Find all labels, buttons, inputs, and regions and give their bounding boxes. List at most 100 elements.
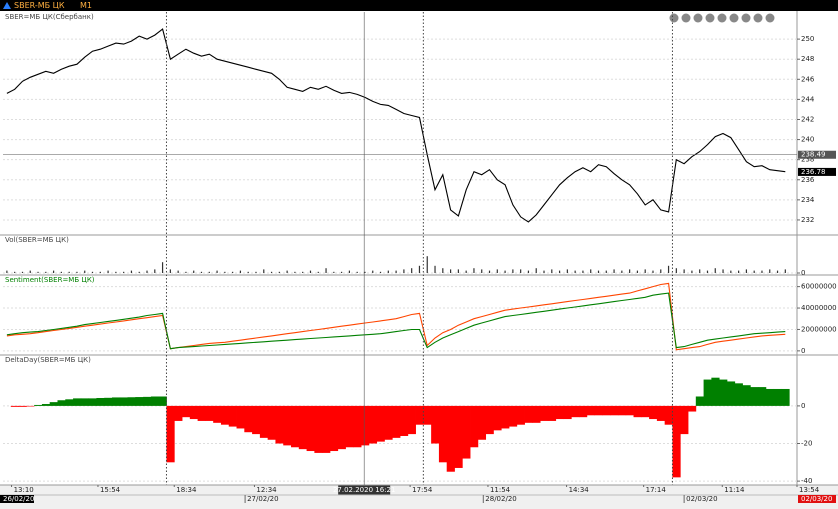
- volume-bar: [21, 271, 24, 273]
- delta-bar: [602, 405, 611, 416]
- delta-bar: [392, 405, 401, 438]
- x-tick-label: 11:14: [724, 486, 745, 494]
- logo: [3, 2, 11, 9]
- date-label: 02/03/20: [686, 495, 717, 503]
- delta-bar: [664, 405, 673, 425]
- volume-bar: [699, 269, 701, 273]
- volume-bar: [333, 271, 335, 273]
- nav-button[interactable]: [669, 13, 679, 23]
- volume-bar: [372, 270, 374, 273]
- delta-bar: [563, 405, 572, 420]
- volume-bar: [761, 270, 763, 273]
- date-box: [0, 495, 34, 503]
- delta-bar: [283, 405, 292, 446]
- nav-button[interactable]: [753, 13, 763, 23]
- volume-bar: [169, 269, 171, 273]
- delta-bar: [143, 396, 152, 406]
- delta-bar: [750, 387, 759, 406]
- nav-button[interactable]: [681, 13, 691, 23]
- volume-bar: [512, 269, 514, 273]
- volume-bar: [387, 270, 389, 273]
- nav-button[interactable]: [729, 13, 739, 23]
- volume-bar: [45, 271, 47, 273]
- delta-bar: [189, 405, 199, 420]
- x-tick-label: 13:54: [799, 486, 820, 494]
- y-tick-label: 232: [801, 216, 814, 224]
- volume-bar: [239, 270, 242, 273]
- volume-bar: [302, 271, 304, 273]
- nav-buttons: [669, 13, 775, 23]
- nav-button[interactable]: [693, 13, 703, 23]
- delta-bar: [104, 397, 113, 406]
- volume-bar: [683, 269, 685, 273]
- delta-bar: [57, 400, 66, 406]
- volume-bar: [590, 269, 592, 273]
- delta-bar: [617, 405, 627, 416]
- x-tick-label: 12:34: [256, 486, 277, 494]
- y-tick-label: 250: [801, 35, 814, 43]
- y-tick-label: 236: [801, 176, 815, 184]
- x-tick-label: 11:54: [490, 486, 511, 494]
- delta-bar: [477, 405, 487, 440]
- cursor-box: [338, 485, 391, 495]
- delta-bar: [361, 405, 370, 446]
- nav-button[interactable]: [741, 13, 751, 23]
- volume-bar: [154, 269, 156, 273]
- volume-bar: [161, 262, 164, 273]
- y-tick-label: 0: [801, 347, 805, 355]
- delta-bar: [267, 405, 276, 440]
- delta-bar: [400, 405, 409, 436]
- delta-bar: [547, 405, 557, 421]
- line: [6, 28, 786, 223]
- volume-bar: [52, 270, 55, 273]
- pane-title: SBER=МБ ЦК(Сбербанк): [5, 13, 94, 21]
- volume-bar: [255, 271, 257, 273]
- volume-bar: [232, 271, 234, 273]
- delta-bar: [462, 405, 471, 459]
- y-tick-label: 242: [801, 115, 814, 123]
- delta-bar: [213, 405, 222, 423]
- y-tick-label: 60000000: [801, 283, 837, 291]
- volume-bar: [263, 269, 265, 273]
- volume-bar: [294, 271, 296, 273]
- volume-bar: [753, 270, 755, 273]
- delta-bar: [158, 396, 167, 406]
- pane-title: DeltaDay(SBER=МБ ЦК): [5, 356, 91, 364]
- delta-bar: [135, 397, 144, 406]
- delta-bar: [10, 405, 19, 407]
- volume-bar: [208, 271, 210, 273]
- volume-bar: [60, 271, 62, 273]
- volume-bar: [738, 270, 740, 273]
- volume-bar: [356, 271, 358, 273]
- delta-bar: [438, 405, 448, 463]
- volume-bar: [722, 269, 724, 273]
- date-label: 26/02/20: [3, 495, 34, 503]
- time-axis: [0, 485, 838, 509]
- nav-button[interactable]: [717, 13, 727, 23]
- interval[interactable]: M1: [80, 1, 92, 10]
- delta-bar: [18, 405, 27, 407]
- delta-bar: [431, 405, 440, 444]
- symbol[interactable]: SBER-МБ ЦК: [14, 1, 65, 10]
- volume-bar: [784, 269, 786, 273]
- delta-bar: [353, 405, 362, 448]
- delta-bar: [555, 405, 564, 420]
- delta-bar: [252, 405, 261, 435]
- volume-bar: [449, 269, 452, 273]
- delta-bar: [127, 397, 136, 406]
- delta-bar: [726, 381, 736, 406]
- delta-bar: [322, 405, 331, 453]
- nav-button[interactable]: [765, 13, 775, 23]
- nav-button[interactable]: [705, 13, 715, 23]
- delta-bar: [298, 405, 307, 450]
- end-box: [798, 495, 836, 503]
- delta-bar: [34, 404, 43, 406]
- delta-bar: [65, 399, 74, 406]
- delta-bar: [174, 405, 183, 421]
- delta-bar: [485, 405, 494, 435]
- date-label: 27/02/20: [247, 495, 278, 503]
- delta-bar: [688, 405, 697, 412]
- pane-title: Vol(SBER=МБ ЦК): [5, 236, 69, 244]
- volume-bar: [551, 269, 553, 273]
